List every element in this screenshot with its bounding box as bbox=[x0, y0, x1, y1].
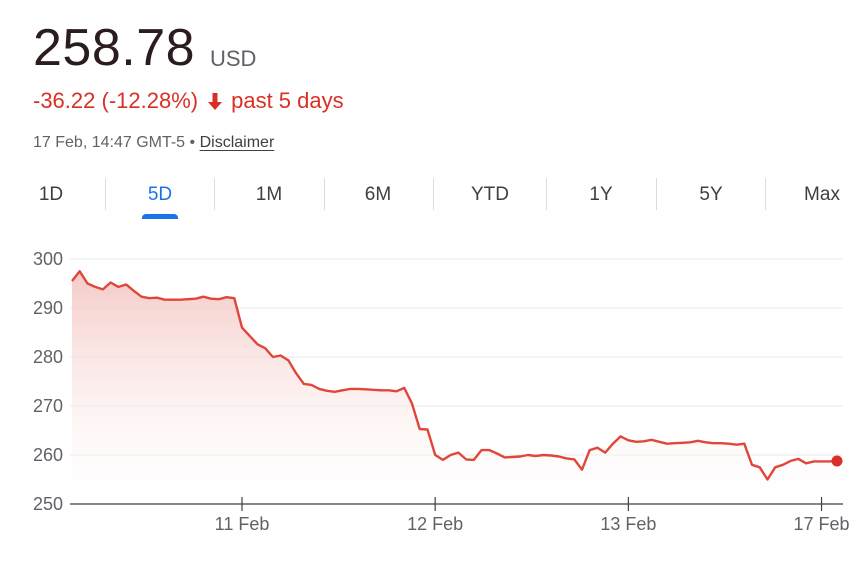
tab-max[interactable]: Max bbox=[794, 176, 850, 216]
tab-label: 1Y bbox=[589, 184, 613, 205]
disclaimer-link[interactable]: Disclaimer bbox=[199, 134, 275, 151]
price-area-fill bbox=[72, 271, 837, 504]
price-chart[interactable]: 250 260 270 280 290 300 11 Feb 12 Feb 13 Feb 17 … bbox=[0, 240, 862, 540]
x-tick-label: 13 Feb bbox=[600, 514, 656, 534]
y-tick-label: 290 bbox=[33, 298, 63, 318]
timestamp-text: 17 Feb, 14:47 GMT-5 bbox=[33, 134, 186, 151]
tab-divider bbox=[433, 178, 434, 210]
tab-label: YTD bbox=[471, 184, 509, 205]
tab-label: 1M bbox=[255, 184, 283, 205]
current-price-dot[interactable] bbox=[831, 455, 843, 467]
key-stats-row bbox=[0, 566, 862, 578]
tab-label: 1D bbox=[38, 184, 64, 205]
change-period: past 5 days bbox=[231, 88, 344, 113]
x-tick-label: 11 Feb bbox=[215, 514, 270, 534]
tab-label: 5D bbox=[147, 184, 173, 205]
y-tick-label: 260 bbox=[33, 445, 63, 465]
tab-label: 5Y bbox=[699, 184, 723, 205]
y-tick-label: 300 bbox=[33, 249, 63, 269]
tab-divider bbox=[214, 178, 215, 210]
tab-divider bbox=[105, 178, 106, 210]
tab-label: 6M bbox=[364, 184, 392, 205]
price-line bbox=[71, 270, 838, 481]
currency-label: USD bbox=[210, 46, 257, 71]
tab-divider bbox=[656, 178, 657, 210]
tab-ytd[interactable]: YTD bbox=[460, 176, 520, 216]
tab-1d[interactable]: 1D bbox=[21, 176, 81, 216]
x-tick-label: 12 Feb bbox=[407, 514, 463, 534]
separator: • bbox=[189, 134, 196, 151]
tab-divider bbox=[324, 178, 325, 210]
tab-1m[interactable]: 1M bbox=[239, 176, 299, 216]
tab-label: Max bbox=[804, 184, 840, 205]
tab-6m[interactable]: 6M bbox=[348, 176, 408, 216]
tab-1y[interactable]: 1Y bbox=[571, 176, 631, 216]
range-tabs: 1D 5D 1M 6M YTD 1Y 5Y Max bbox=[0, 176, 862, 220]
tab-divider bbox=[765, 178, 766, 210]
x-axis: 11 Feb 12 Feb 13 Feb 17 Feb bbox=[215, 497, 850, 534]
tab-5y[interactable]: 5Y bbox=[681, 176, 741, 216]
active-tab-indicator bbox=[142, 214, 178, 219]
quote-timestamp: 17 Feb, 14:47 GMT-5 • Disclaimer bbox=[33, 134, 274, 152]
arrow-down-icon bbox=[207, 91, 223, 111]
tab-5d[interactable]: 5D bbox=[130, 176, 190, 219]
change-value: -36.22 (-12.28%) bbox=[33, 88, 199, 113]
x-tick-label: 17 Feb bbox=[794, 514, 850, 534]
y-tick-label: 280 bbox=[33, 347, 63, 367]
tab-divider bbox=[546, 178, 547, 210]
y-tick-label: 270 bbox=[33, 396, 63, 416]
y-axis: 250 260 270 280 290 300 bbox=[33, 249, 63, 514]
price-change: -36.22 (-12.28%) past 5 days bbox=[33, 88, 344, 114]
y-tick-label: 250 bbox=[33, 494, 63, 514]
stock-price: 258.78 bbox=[33, 19, 196, 77]
